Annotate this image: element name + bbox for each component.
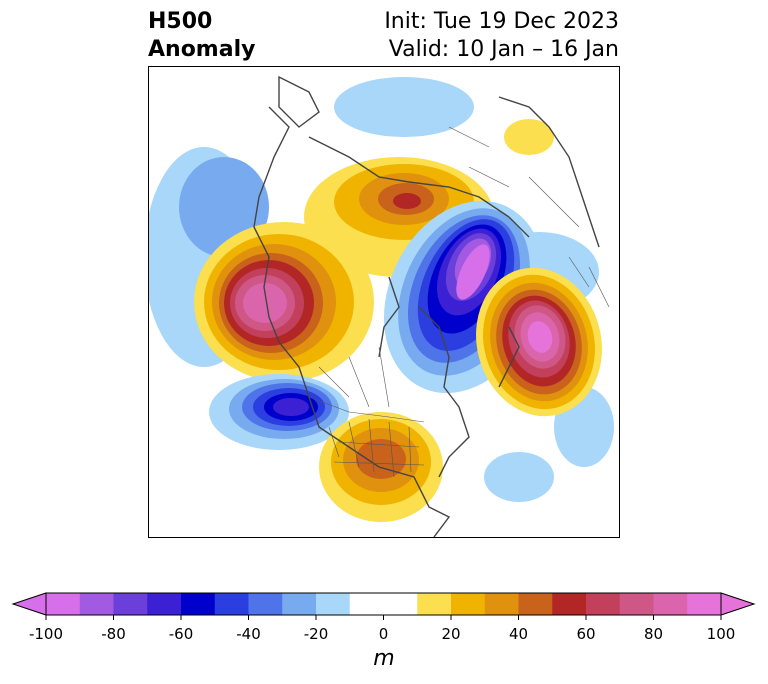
colorbar-extend-low bbox=[11, 592, 47, 616]
title-left: H500 Anomaly bbox=[148, 8, 255, 64]
colorbar-cell bbox=[316, 593, 351, 615]
colorbar-tick-label: 100 bbox=[706, 625, 736, 643]
init-date: Init: Tue 19 Dec 2023 bbox=[384, 9, 619, 34]
colorbar-cell bbox=[417, 593, 452, 615]
colorbar-tick-label: -100 bbox=[28, 625, 64, 643]
colorbar-cell bbox=[349, 593, 384, 615]
colorbar-cell bbox=[619, 593, 654, 615]
greenland-coast bbox=[278, 75, 320, 128]
colorbar-cell bbox=[147, 593, 182, 615]
north-america-coast bbox=[253, 106, 451, 537]
colorbar-tick-label: 60 bbox=[576, 625, 596, 643]
russia-lines bbox=[448, 126, 580, 228]
anomaly-wp-magenta bbox=[527, 321, 553, 353]
colorbar-cell bbox=[113, 593, 148, 615]
anomaly-wc-pink bbox=[243, 283, 287, 323]
colorbar-cell bbox=[282, 593, 317, 615]
arctic-coast bbox=[308, 136, 530, 238]
colorbar-tick-label: -20 bbox=[303, 625, 329, 643]
colorbar-cells bbox=[46, 593, 722, 615]
anomaly-np-indigo bbox=[273, 398, 309, 416]
colorbar-extend-high bbox=[720, 592, 756, 616]
colorbar bbox=[11, 592, 756, 620]
colorbar-cell bbox=[552, 593, 587, 615]
field-name: H500 bbox=[148, 9, 213, 34]
title-right: Init: Tue 19 Dec 2023 Valid: 10 Jan – 16… bbox=[384, 8, 619, 64]
colorbar-cell bbox=[248, 593, 283, 615]
colorbar-cell bbox=[181, 593, 216, 615]
anomaly-svalbard-yellow bbox=[504, 119, 554, 155]
colorbar-cell bbox=[484, 593, 519, 615]
canada-province-lines bbox=[318, 346, 390, 408]
colorbar-tick-label: -60 bbox=[168, 625, 194, 643]
colorbar-ticks bbox=[45, 615, 722, 620]
borders bbox=[308, 126, 610, 478]
anomaly-field bbox=[149, 77, 614, 522]
anomaly-light-blue-north bbox=[334, 77, 474, 137]
anomaly-sib-magenta bbox=[456, 244, 490, 300]
field-type: Anomaly bbox=[148, 37, 256, 62]
colorbar-cell bbox=[214, 593, 249, 615]
colorbar-cell bbox=[518, 593, 553, 615]
anomaly-hudson-red bbox=[393, 193, 421, 209]
anomaly-map bbox=[148, 66, 620, 538]
colorbar-cell bbox=[46, 593, 81, 615]
us-state-lines bbox=[328, 418, 425, 478]
colorbar-unit: m bbox=[373, 646, 395, 671]
europe-coast bbox=[498, 96, 600, 248]
coastlines bbox=[253, 75, 600, 537]
japan-coast bbox=[498, 326, 520, 388]
asia-lines bbox=[568, 256, 610, 308]
colorbar-tick-label: 40 bbox=[508, 625, 529, 643]
valid-range: Valid: 10 Jan – 16 Jan bbox=[388, 37, 619, 62]
us-canada-border bbox=[308, 396, 425, 423]
colorbar-tick-label: 80 bbox=[643, 625, 664, 643]
anomaly-light-blue-southeast bbox=[484, 452, 554, 502]
colorbar-cell bbox=[383, 593, 418, 615]
colorbar-cell bbox=[79, 593, 114, 615]
asia-coast bbox=[418, 306, 470, 478]
colorbar-cell bbox=[451, 593, 486, 615]
colorbar-tick-label: 20 bbox=[441, 625, 461, 643]
colorbar-tick-label: 0 bbox=[378, 625, 389, 643]
map-canvas bbox=[149, 75, 614, 537]
colorbar-cell bbox=[586, 593, 621, 615]
colorbar-tick-label: -80 bbox=[101, 625, 126, 643]
colorbar-cell bbox=[687, 593, 722, 615]
colorbar-cell bbox=[653, 593, 688, 615]
colorbar-tick-label: -40 bbox=[236, 625, 261, 643]
kamchatka-coast bbox=[378, 276, 400, 358]
